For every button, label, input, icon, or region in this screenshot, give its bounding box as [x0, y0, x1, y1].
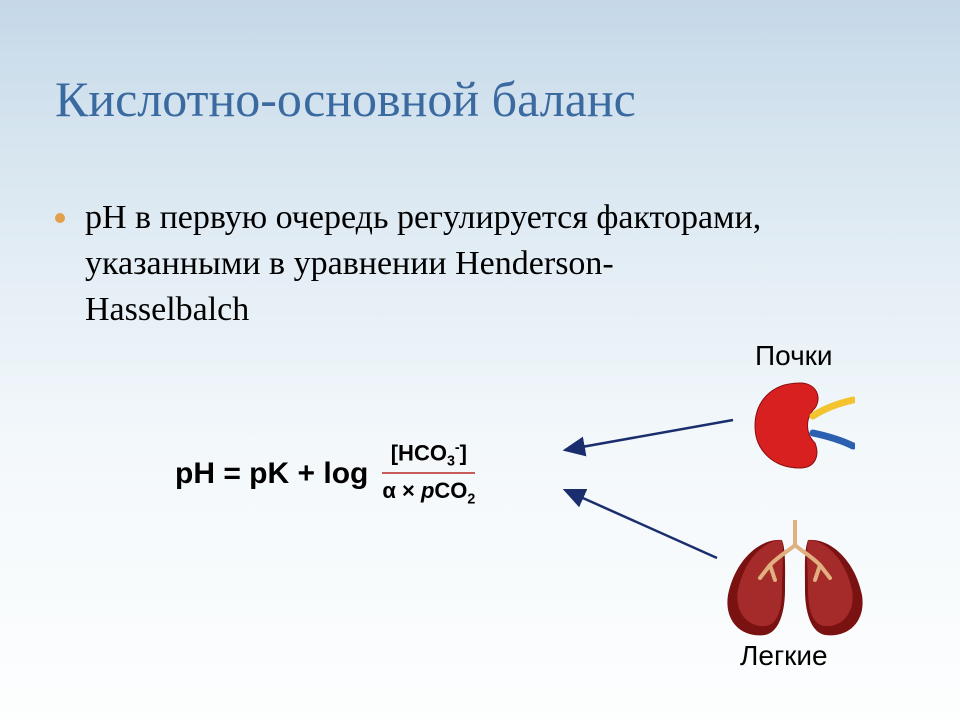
slide-title: Кислотно-основной баланс [55, 70, 636, 128]
kidney-label: Почки [755, 340, 833, 372]
bullet-dot-icon [55, 213, 65, 223]
arrow-kidney-to-hco3 [565, 420, 733, 450]
slide: Кислотно-основной баланс pH в первую оче… [0, 0, 960, 720]
henderson-hasselbalch-formula: pH = pK + log [HCO3-] α × pCO2 [175, 440, 475, 507]
lungs-icon [720, 520, 870, 640]
bullet-item: pH в первую очередь регулируется фактора… [55, 195, 775, 333]
formula-lhs: pH = pK + log [175, 457, 368, 491]
kidney-icon [745, 378, 855, 473]
arrow-lungs-to-pco2 [565, 490, 717, 558]
body-text: pH в первую очередь регулируется фактора… [85, 195, 775, 333]
formula-fraction: [HCO3-] α × pCO2 [382, 440, 475, 507]
lungs-label: Легкие [740, 640, 828, 672]
formula-denominator: α × pCO2 [382, 474, 475, 507]
formula-numerator: [HCO3-] [385, 440, 473, 472]
